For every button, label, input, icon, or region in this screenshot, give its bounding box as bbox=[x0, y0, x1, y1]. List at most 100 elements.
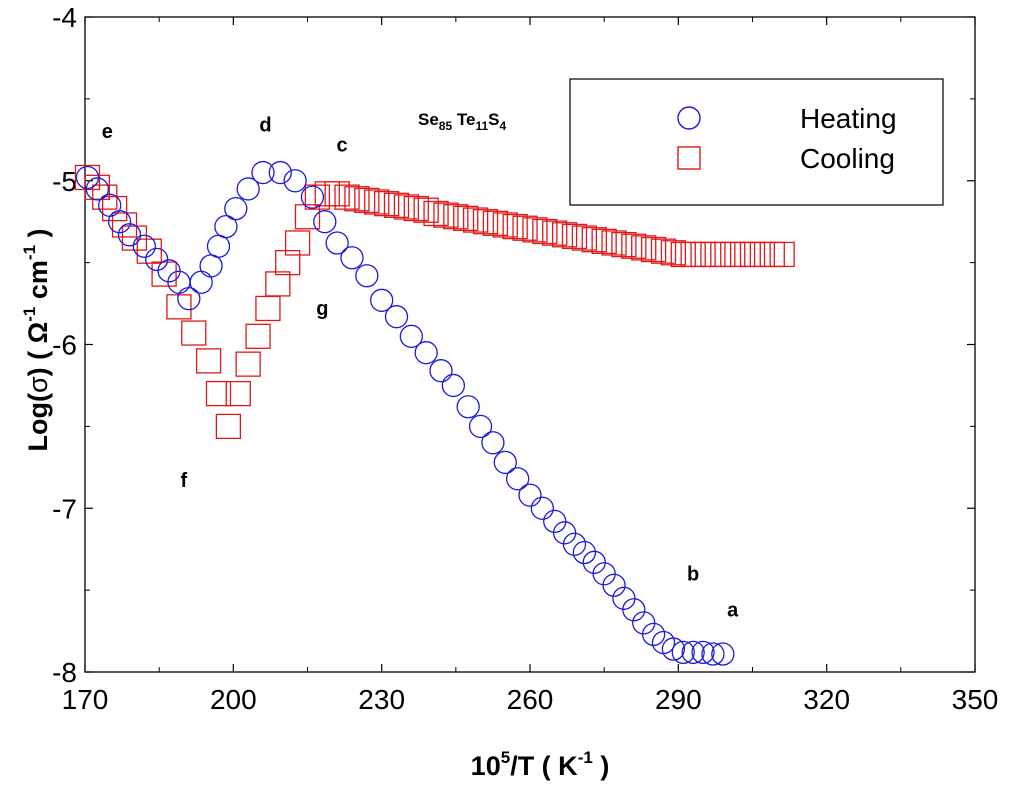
heating-point bbox=[85, 177, 110, 201]
cooling-point bbox=[482, 210, 509, 236]
cooling-point bbox=[334, 184, 360, 210]
legend-cooling-marker bbox=[677, 146, 701, 170]
heating-point bbox=[107, 210, 132, 234]
heating-point bbox=[414, 341, 438, 365]
heating-point bbox=[177, 286, 201, 311]
cooling-point bbox=[571, 225, 598, 251]
cooling-point bbox=[621, 233, 647, 259]
annotation-label: a bbox=[727, 599, 739, 621]
cooling-point bbox=[74, 164, 101, 191]
y-tick-label: -8 bbox=[52, 657, 77, 688]
y-tick-label: -7 bbox=[52, 493, 77, 524]
heating-point bbox=[622, 598, 646, 622]
heating-point bbox=[711, 642, 735, 666]
cooling-point bbox=[121, 225, 148, 251]
heating-point bbox=[429, 359, 453, 383]
heating-point bbox=[145, 247, 169, 272]
annotation-label: c bbox=[337, 134, 348, 156]
cooling-point bbox=[660, 240, 687, 266]
x-tick-label: 320 bbox=[803, 684, 850, 715]
cooling-point bbox=[433, 202, 459, 228]
cooling-point bbox=[591, 228, 617, 254]
cooling-point bbox=[561, 223, 588, 250]
cooling-point bbox=[631, 235, 657, 261]
heating-point bbox=[481, 431, 505, 455]
cooling-point bbox=[225, 380, 251, 407]
heating-point bbox=[206, 234, 231, 258]
heating-point bbox=[505, 467, 530, 491]
annotation-label: b bbox=[687, 563, 699, 585]
cooling-point bbox=[215, 413, 242, 440]
cooling-point bbox=[245, 323, 271, 349]
legend-cooling-label: Cooling bbox=[800, 143, 895, 174]
annotation-label: e bbox=[102, 121, 113, 143]
heating-point bbox=[214, 214, 238, 239]
cooling-point bbox=[581, 227, 607, 253]
cooling-point bbox=[640, 236, 667, 263]
heating-point bbox=[313, 210, 337, 234]
cooling-point bbox=[205, 380, 232, 407]
heating-point bbox=[456, 395, 480, 419]
heating-point bbox=[493, 450, 517, 475]
y-tick-label: -6 bbox=[52, 330, 77, 361]
x-tick-label: 260 bbox=[507, 684, 554, 715]
legend-heating-label: Heating bbox=[800, 103, 897, 134]
x-axis-title: 105/T ( K-1 ) bbox=[471, 748, 610, 781]
heating-point bbox=[117, 223, 142, 247]
cooling-point bbox=[453, 205, 479, 232]
cooling-point bbox=[542, 220, 568, 246]
y-tick-label: -4 bbox=[52, 2, 77, 33]
heating-point bbox=[251, 160, 275, 185]
axis-ticks: 170 200 230 260 290 320 350 -4 -5 -6 -7 -8 bbox=[52, 2, 998, 715]
heating-point bbox=[701, 642, 725, 666]
heating-point bbox=[370, 288, 394, 312]
cooling-point bbox=[650, 238, 677, 264]
heating-point bbox=[562, 532, 587, 556]
heating-point bbox=[283, 169, 307, 193]
heating-point bbox=[384, 305, 409, 329]
cooling-point bbox=[502, 213, 528, 240]
cooling-point bbox=[423, 200, 449, 227]
cooling-point bbox=[364, 189, 390, 215]
cooling-point bbox=[275, 249, 301, 276]
cooling-point bbox=[551, 222, 578, 248]
cooling-point bbox=[136, 238, 162, 264]
heating-point bbox=[300, 185, 325, 209]
x-tick-label: 350 bbox=[952, 684, 999, 715]
annotations: a b c d e f g bbox=[102, 115, 739, 622]
heating-point bbox=[641, 622, 666, 646]
compound-label: Se85 Te11S4 bbox=[418, 110, 507, 133]
cooling-point bbox=[472, 209, 499, 235]
series-cooling bbox=[74, 164, 795, 440]
heating-point bbox=[132, 234, 156, 258]
cooling-point bbox=[324, 181, 350, 207]
x-tick-label: 230 bbox=[358, 684, 405, 715]
cooling-point bbox=[255, 295, 281, 322]
heating-point bbox=[340, 246, 364, 270]
heating-point bbox=[199, 254, 223, 278]
cooling-point bbox=[492, 212, 518, 238]
x-tick-label: 170 bbox=[62, 684, 109, 715]
cooling-point bbox=[601, 230, 627, 256]
y-tick-label: -5 bbox=[52, 166, 77, 197]
heating-point bbox=[518, 483, 542, 507]
legend: Heating Cooling bbox=[569, 78, 944, 206]
heating-point bbox=[224, 196, 248, 221]
heating-point bbox=[189, 270, 213, 294]
cooling-point bbox=[383, 192, 410, 218]
heating-point bbox=[681, 640, 705, 664]
cooling-point bbox=[294, 204, 321, 230]
heating-point bbox=[572, 540, 597, 565]
legend-heating-marker bbox=[677, 106, 701, 130]
cooling-point bbox=[304, 184, 331, 210]
cooling-point bbox=[373, 191, 400, 217]
cooling-point bbox=[769, 241, 795, 268]
heating-point bbox=[441, 373, 466, 398]
heating-point bbox=[236, 177, 260, 201]
cooling-point bbox=[611, 231, 637, 258]
heating-point bbox=[399, 324, 423, 348]
cooling-point bbox=[151, 261, 177, 287]
heating-point bbox=[530, 496, 555, 520]
cooling-point bbox=[344, 186, 370, 212]
